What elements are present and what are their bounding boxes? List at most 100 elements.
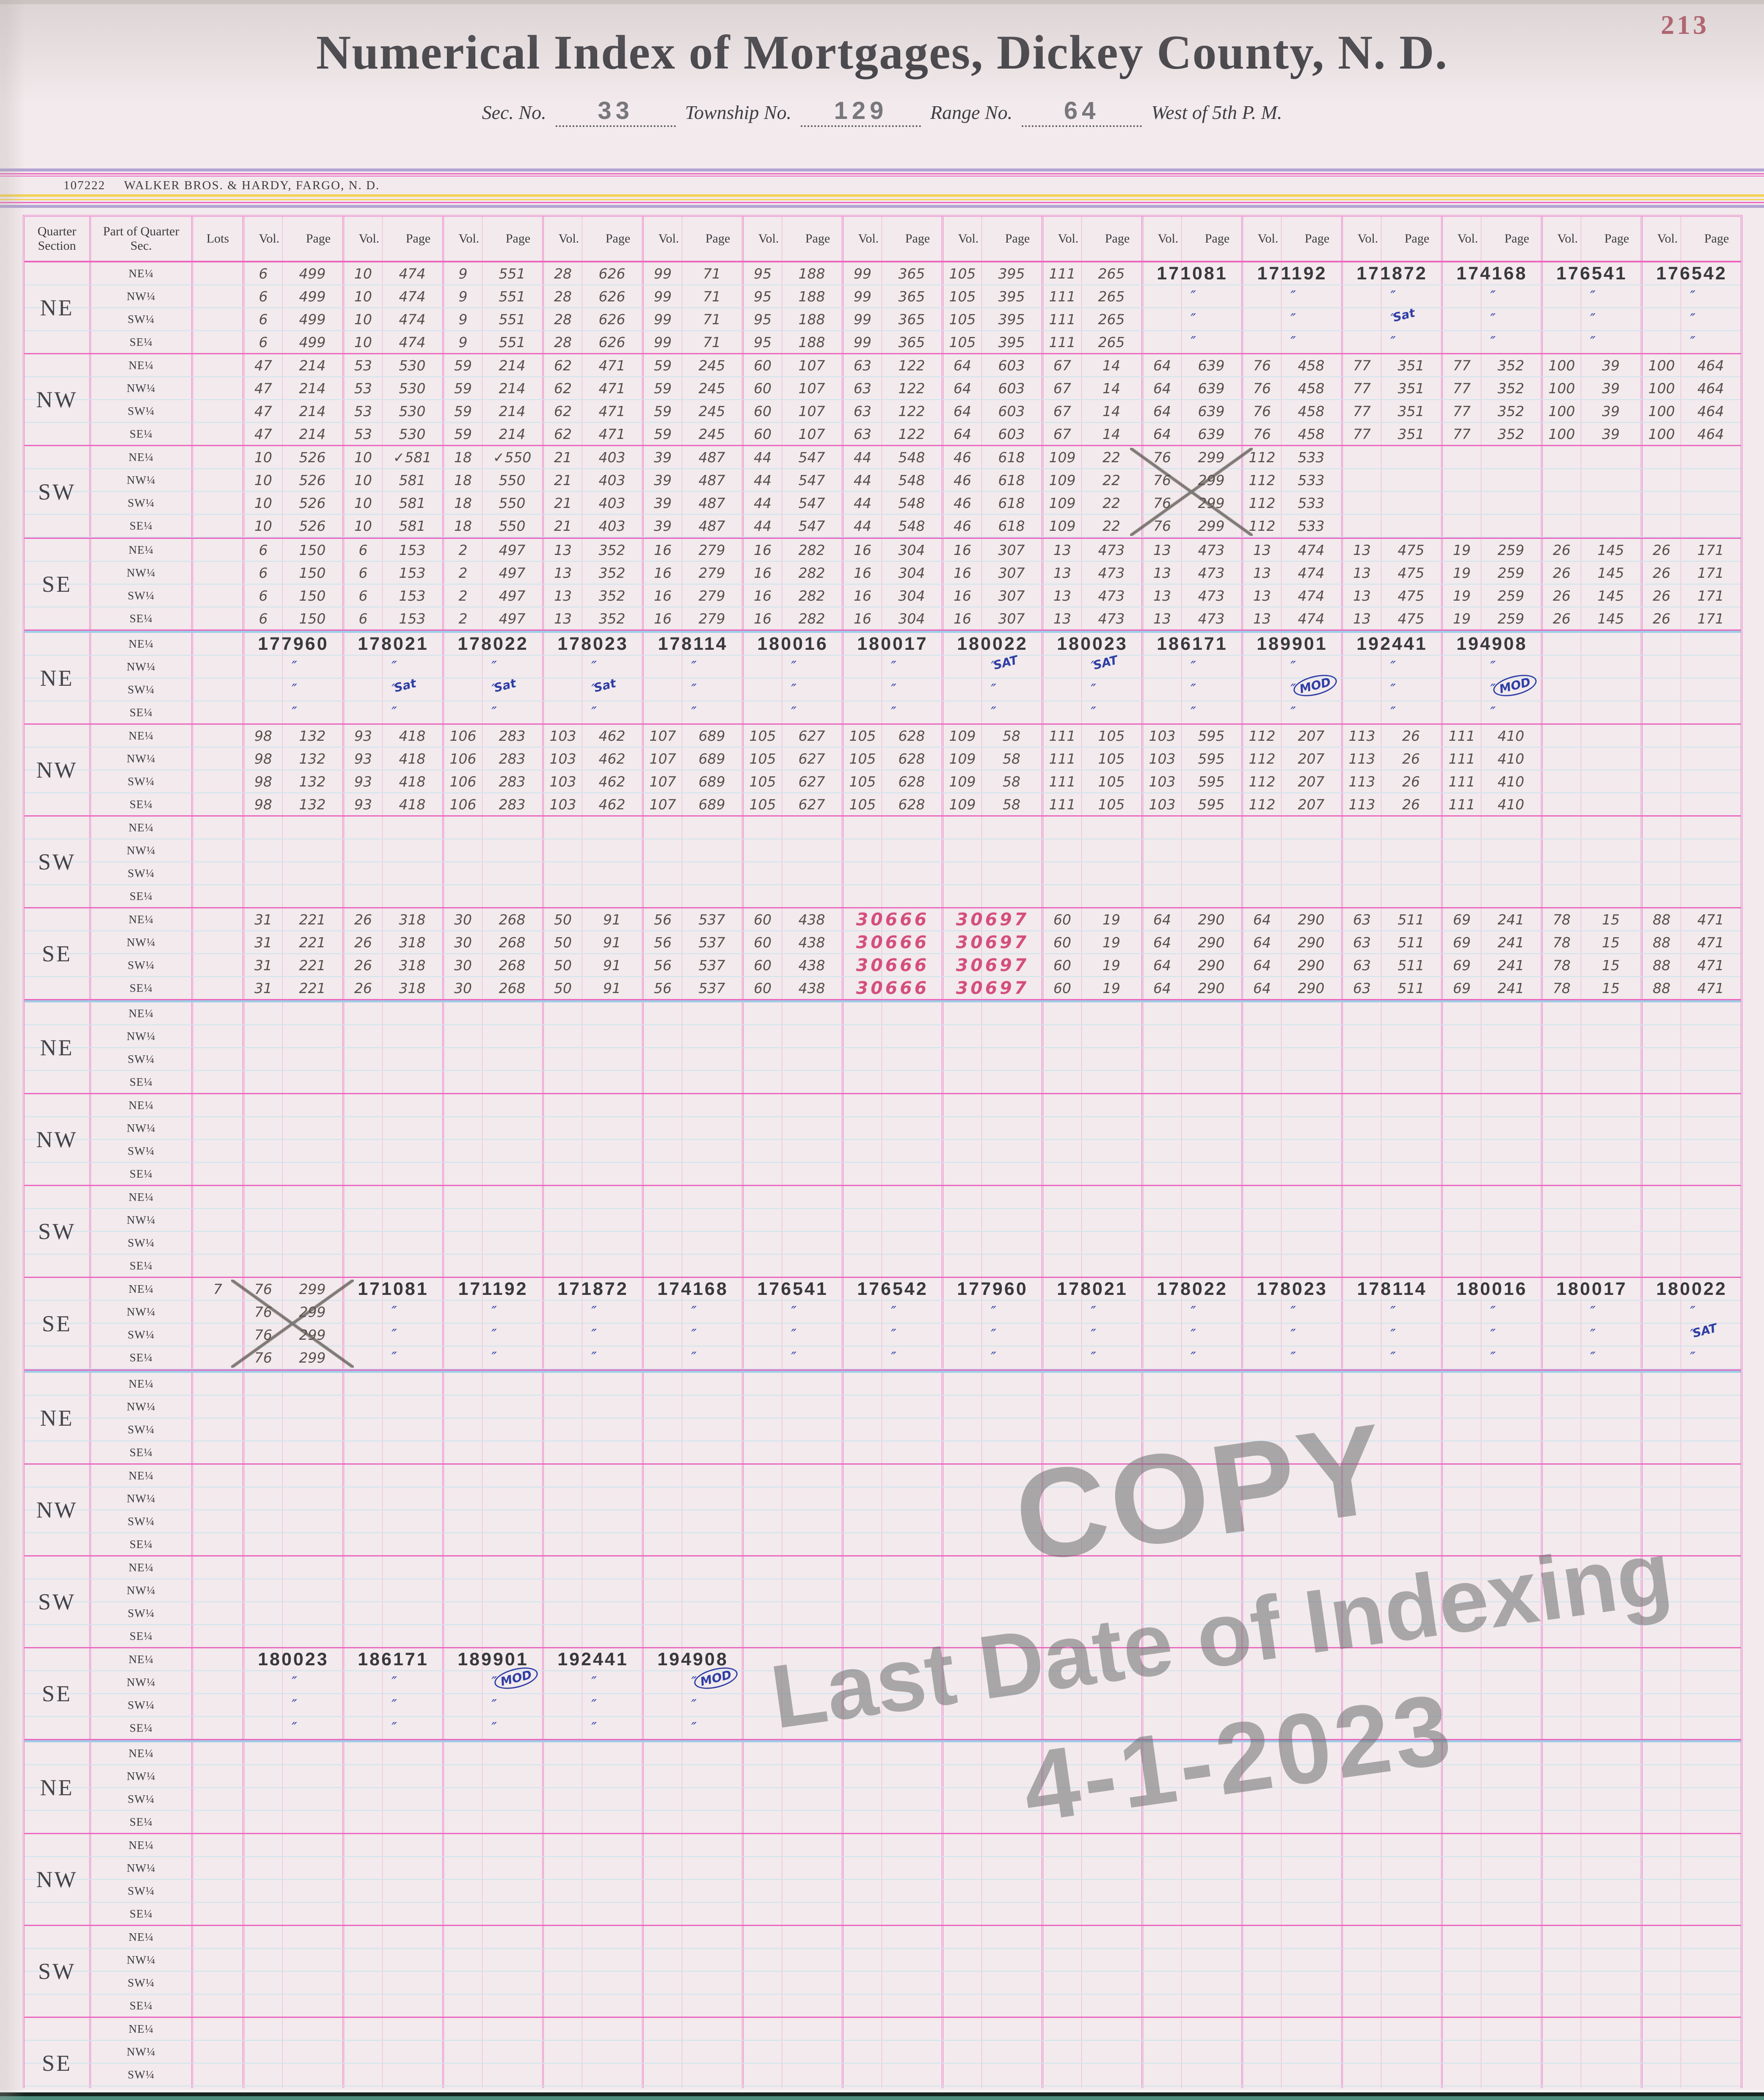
vol-page-pair <box>1042 1765 1141 1787</box>
quarter-part-label: SE¼ <box>89 701 191 723</box>
vol-empty <box>1343 1765 1381 1787</box>
vol-page-pair <box>342 2041 442 2063</box>
vol-page-pair <box>1241 817 1341 839</box>
page-empty <box>582 2018 642 2040</box>
vol-page-pair: 53 530 <box>342 423 442 445</box>
page-entry: 221 <box>299 980 326 996</box>
vol-page-pair <box>542 1834 642 1856</box>
page-empty <box>1581 1002 1641 1024</box>
section-label: SW <box>38 479 76 505</box>
page-entry: 91 <box>603 980 621 996</box>
page-entry: 410 <box>1497 750 1524 767</box>
document-number-red-ink: 30697 <box>956 955 1029 975</box>
page-entry: 627 <box>798 773 825 790</box>
quarter-part-label: SW¼ <box>89 585 191 607</box>
page-empty <box>1681 1232 1741 1254</box>
lots-cell <box>191 656 243 678</box>
vol-empty <box>1143 1995 1181 2017</box>
vol-page-pair <box>942 1972 1042 1994</box>
page-empty <box>782 1163 842 1185</box>
vol-page-pair <box>1341 1834 1441 1856</box>
vol-empty <box>843 839 882 861</box>
vol-empty <box>644 1765 682 1787</box>
vol-page-pair <box>842 1373 942 1395</box>
table-body: NE NE¼ 6 499 10 474 9 551 28 626 99 71 95 188 99 365 105… <box>25 262 1741 2100</box>
vol-page-pair: 60 438 <box>742 977 842 999</box>
vol-empty <box>744 2064 782 2086</box>
document-number-stamp: 178021 <box>358 633 429 654</box>
vol-page-pair: 18 550 <box>442 469 542 491</box>
quarter-part-label: NE¼ <box>89 908 191 930</box>
vol-page-pair: 6 150 <box>243 539 342 561</box>
vol-page-pair <box>442 1441 542 1463</box>
vol-empty <box>1443 1209 1481 1231</box>
ditto-mark: ″ <box>389 1719 398 1736</box>
page-empty <box>382 1441 442 1463</box>
vol-empty <box>1343 1949 1381 1971</box>
page-empty <box>1081 862 1141 884</box>
lots-cell <box>191 2018 243 2040</box>
vol-empty <box>344 1742 382 1764</box>
vol-empty <box>1143 1834 1181 1856</box>
vol-entry: 26 <box>1553 587 1571 604</box>
vol-page-pair: 106 283 <box>442 793 542 815</box>
vol-entry: 16 <box>854 541 871 558</box>
vol-page-pair <box>842 1396 942 1418</box>
page-empty <box>1281 1949 1341 1971</box>
page-empty <box>282 1117 342 1139</box>
page-entry: 530 <box>399 403 426 419</box>
vol-entry: 26 <box>1653 564 1670 581</box>
table-row: NW¼ <box>25 1949 1741 1972</box>
vol-empty <box>1543 1002 1581 1024</box>
page-entry: 438 <box>798 957 825 974</box>
vol-empty <box>744 1648 782 1670</box>
ditto-mark: ″ <box>1487 1303 1497 1320</box>
page-entry: 351 <box>1397 357 1425 374</box>
vol-page-pair <box>442 1533 542 1555</box>
vol-entry: 76 <box>1253 425 1271 442</box>
vol-page-pair <box>243 1811 342 1833</box>
vol-empty <box>644 1742 682 1764</box>
vol-page-pair <box>542 1811 642 1833</box>
page-entry: 145 <box>1597 610 1624 627</box>
vol-empty <box>1643 679 1681 701</box>
vol-page-pair: ″ MOD <box>442 1663 542 1693</box>
page-empty <box>782 1995 842 2017</box>
vol-page-pair <box>842 1765 942 1787</box>
vol-page-pair <box>642 1857 742 1879</box>
vol-empty <box>1443 1418 1481 1440</box>
vol-page-pair: 9 551 <box>442 308 542 330</box>
page-entry: 689 <box>698 773 725 790</box>
vol-empty <box>1543 1556 1581 1578</box>
vol-page-pair: 60 438 <box>742 931 842 953</box>
vol-page-pair <box>342 1396 442 1418</box>
vol-page-pair <box>1441 1926 1541 1948</box>
page-empty <box>1481 1857 1541 1879</box>
vol-empty <box>1543 1880 1581 1902</box>
vol-entry: 99 <box>654 311 672 328</box>
vol-page-pair: 16 307 <box>942 585 1042 607</box>
page-entry: 471 <box>1697 934 1724 951</box>
vol-page-pair <box>1541 862 1641 884</box>
page-entry: 499 <box>299 265 326 282</box>
vol-page-pair <box>942 1834 1042 1856</box>
lots-cell <box>191 1717 243 1739</box>
vol-empty <box>1543 515 1581 537</box>
vol-page-pair <box>742 1765 842 1787</box>
vol-page-pair: ″ <box>442 1717 542 1739</box>
page-entry: 639 <box>1198 357 1225 374</box>
page-empty <box>981 1648 1042 1670</box>
vol-entry: 77 <box>1353 380 1371 397</box>
vol-page-pair: 9 551 <box>442 331 542 353</box>
page-empty <box>1381 1418 1441 1440</box>
vol-page-pair: ″ Sat <box>442 676 542 701</box>
quarter-part-label: NW¼ <box>89 1301 191 1323</box>
column-header-vol-page-pair: Vol. Page <box>842 217 942 261</box>
table-row: NW¼ 31 221 26 318 30 268 50 91 56 537 60 438 30666 306… <box>25 931 1741 954</box>
vol-empty <box>644 1140 682 1162</box>
vol-entry: 10 <box>254 472 272 488</box>
vol-page-pair <box>1641 1556 1741 1578</box>
vol-empty <box>644 817 682 839</box>
vol-entry: 62 <box>554 403 572 419</box>
lots-cell <box>191 908 243 930</box>
